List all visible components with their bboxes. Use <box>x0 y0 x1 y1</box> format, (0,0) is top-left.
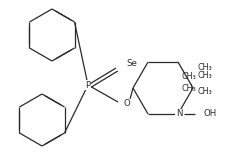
Text: CH₃: CH₃ <box>198 71 213 81</box>
Text: CH₃: CH₃ <box>182 71 197 81</box>
Text: P: P <box>86 81 90 89</box>
Text: CH₃: CH₃ <box>182 84 197 93</box>
Text: Se: Se <box>126 58 137 68</box>
Text: OH: OH <box>203 110 216 118</box>
Text: CH₃: CH₃ <box>198 64 213 73</box>
Text: O: O <box>124 99 131 109</box>
Text: N: N <box>176 110 182 118</box>
Text: CH₃: CH₃ <box>198 87 213 97</box>
